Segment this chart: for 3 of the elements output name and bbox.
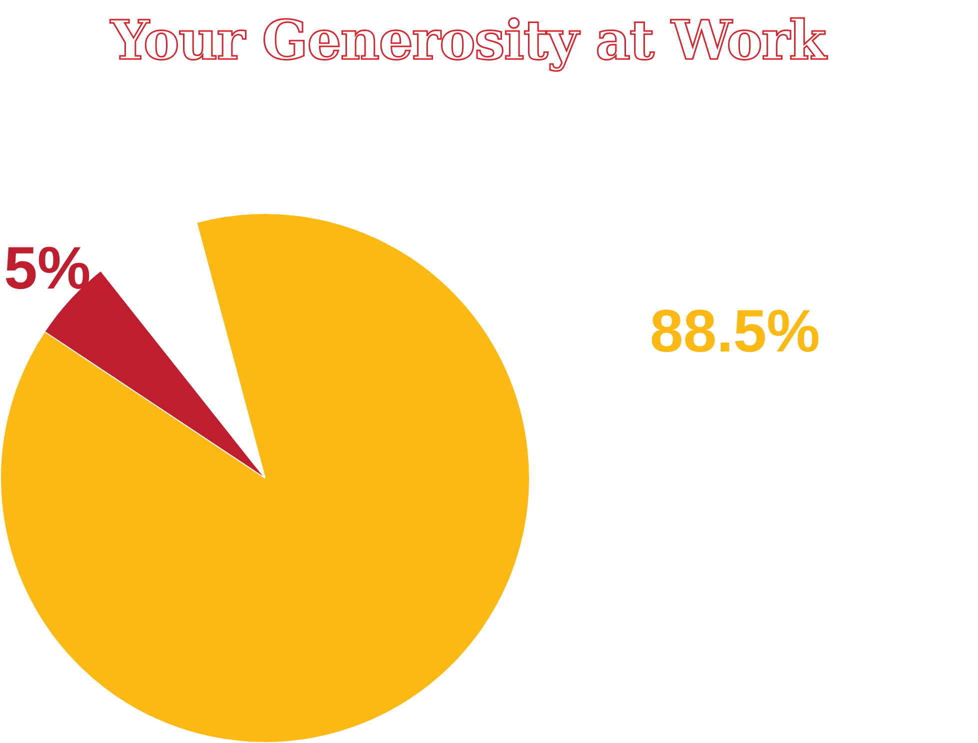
data-label: 88.5% (650, 298, 820, 365)
chart-title: Your Generosity at Work (108, 7, 830, 74)
data-label: 5% (4, 234, 91, 302)
